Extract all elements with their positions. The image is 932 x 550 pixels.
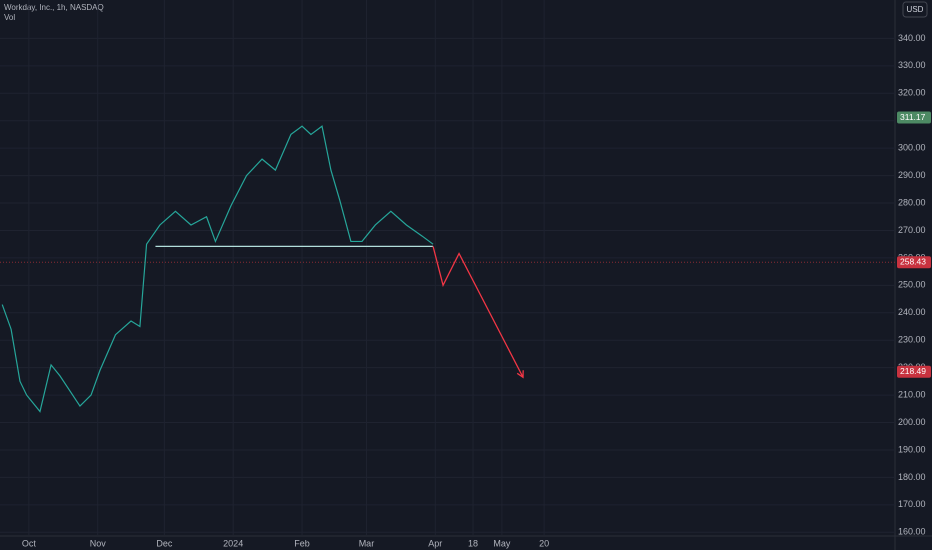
- y-tick-label: 250.00: [898, 280, 926, 290]
- x-tick-label: Dec: [156, 538, 173, 548]
- y-tick-label: 330.00: [898, 60, 926, 70]
- y-tick-label: 210.00: [898, 389, 926, 399]
- y-tick-label: 230.00: [898, 335, 926, 345]
- x-tick-label: Oct: [22, 538, 37, 548]
- y-tick-label: 270.00: [898, 225, 926, 235]
- chart-title: Workday, Inc., 1h, NASDAQ: [4, 3, 104, 12]
- price-label: 311.17: [900, 112, 926, 122]
- y-tick-label: 160.00: [898, 527, 926, 537]
- y-tick-label: 240.00: [898, 307, 926, 317]
- price-line: [1, 125, 434, 413]
- price-label-box: [897, 111, 931, 124]
- chart-subtitle: Vol: [4, 13, 15, 22]
- x-tick-label: Mar: [359, 538, 375, 548]
- x-tick-label: May: [493, 538, 511, 548]
- price-label: 218.49: [900, 366, 926, 376]
- currency-label[interactable]: USD: [907, 5, 924, 14]
- y-tick-label: 180.00: [898, 472, 926, 482]
- x-tick-label: Nov: [90, 538, 107, 548]
- x-tick-label: 2024: [223, 538, 243, 548]
- currency-button[interactable]: [902, 1, 928, 18]
- y-tick-label: 200.00: [898, 417, 926, 427]
- x-tick-label: Feb: [294, 538, 310, 548]
- projection-arrow: [432, 246, 524, 378]
- x-tick-label: 20: [539, 538, 549, 548]
- price-label: 258.43: [900, 256, 926, 266]
- x-tick-label: 18: [468, 538, 478, 548]
- y-tick-label: 190.00: [898, 444, 926, 454]
- y-tick-label: 170.00: [898, 499, 926, 509]
- y-tick-label: 340.00: [898, 33, 926, 43]
- y-tick-label: 320.00: [898, 88, 926, 98]
- price-label-box: [897, 365, 931, 378]
- price-label-box: [897, 256, 931, 269]
- x-tick-label: Apr: [428, 538, 442, 548]
- y-tick-label: 300.00: [898, 143, 926, 153]
- arrow-head: [516, 370, 524, 379]
- y-tick-label: 290.00: [898, 170, 926, 180]
- y-tick-label: 280.00: [898, 197, 926, 207]
